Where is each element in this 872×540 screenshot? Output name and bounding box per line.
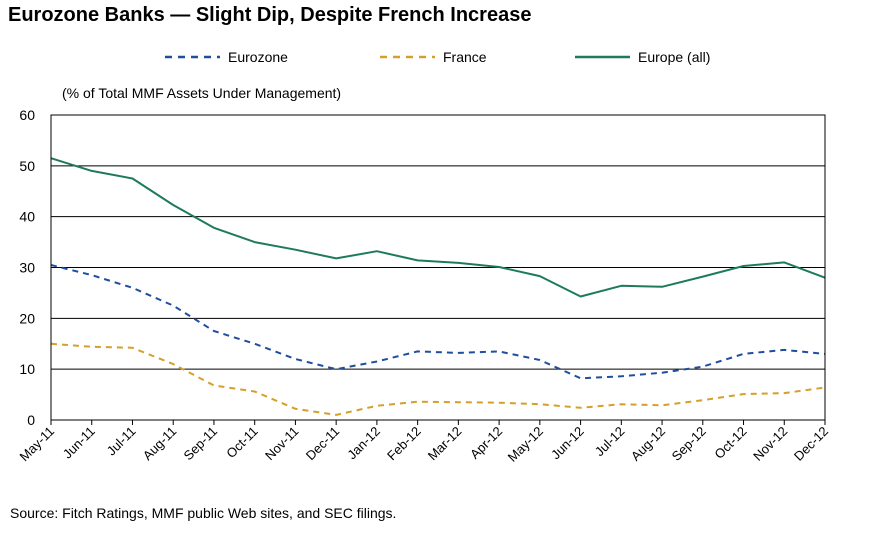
y-tick-label: 40 — [19, 209, 35, 225]
x-tick-label: Aug-11 — [140, 424, 180, 464]
y-tick-label: 60 — [19, 107, 35, 123]
y-tick-label: 10 — [19, 361, 35, 377]
x-tick-label: May-12 — [505, 424, 546, 465]
y-tick-label: 20 — [19, 310, 35, 326]
y-tick-label: 30 — [19, 260, 35, 276]
x-tick-label: Aug-12 — [628, 424, 668, 464]
y-tick-label: 50 — [19, 158, 35, 174]
x-tick-label: Oct-12 — [711, 424, 749, 462]
legend: Eurozone France Europe (all) — [165, 49, 710, 65]
y-tick-label: 0 — [27, 412, 35, 428]
x-tick-label: Sep-12 — [669, 424, 709, 464]
x-tick-label: Nov-12 — [750, 424, 790, 464]
x-tick-label: Jul-12 — [592, 424, 628, 460]
x-tick-label: Apr-12 — [467, 424, 505, 462]
legend-label: Eurozone — [228, 49, 288, 65]
x-tick-label: Dec-12 — [791, 424, 831, 464]
source-note: Source: Fitch Ratings, MMF public Web si… — [10, 505, 397, 521]
x-tick-label: Mar-12 — [425, 424, 465, 464]
gridlines — [51, 165, 825, 370]
x-tick-label: Dec-11 — [303, 424, 343, 464]
legend-label: Europe (all) — [638, 49, 710, 65]
x-tick-label: Oct-11 — [223, 424, 261, 462]
y-axis-label: (% of Total MMF Assets Under Management) — [62, 85, 341, 101]
x-tick-label: Nov-11 — [262, 424, 302, 464]
x-axis-ticks: May-11 Jun-11 Jul-11 Aug-11 Sep-11 Oct-11 Nov-… — [17, 420, 831, 465]
series-line-france — [50, 342, 826, 416]
y-axis-ticks: 0 10 20 30 40 50 60 — [19, 107, 35, 428]
series-line-europe-all — [50, 157, 826, 298]
plot-frame — [50, 114, 826, 421]
x-tick-label: Jun-11 — [60, 424, 98, 462]
series-line-eurozone — [50, 264, 826, 380]
x-tick-label: Sep-11 — [180, 424, 220, 464]
series-lines — [50, 157, 826, 416]
x-tick-label: May-11 — [17, 424, 58, 465]
chart-title: Eurozone Banks — Slight Dip, Despite Fre… — [8, 4, 532, 26]
x-tick-label: Jun-12 — [548, 424, 587, 463]
x-tick-label: Feb-12 — [384, 424, 424, 464]
x-tick-label: Jul-11 — [104, 424, 139, 459]
x-tick-label: Jan-12 — [344, 424, 383, 463]
legend-label: France — [443, 49, 487, 65]
